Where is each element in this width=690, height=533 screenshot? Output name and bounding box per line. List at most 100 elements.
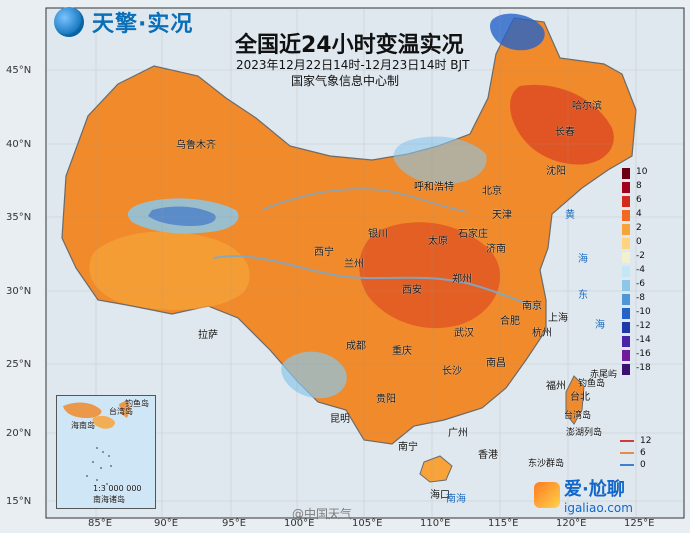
- inset-map: [57, 396, 155, 508]
- city-label: 兰州: [344, 259, 364, 270]
- lon-label: 110°E: [420, 518, 451, 529]
- legend-swatch: [622, 182, 630, 193]
- legend-tick-label: -10: [636, 307, 651, 317]
- legend-tick-label: 4: [636, 209, 642, 219]
- legend-swatch: [622, 364, 630, 375]
- lat-label: 15°N: [6, 496, 32, 507]
- legend-swatch: [622, 168, 630, 179]
- legend-tick-label: 8: [636, 181, 642, 191]
- legend-tick-label: -4: [636, 265, 645, 275]
- city-label: 哈尔滨: [572, 101, 602, 112]
- legend-swatch: [622, 336, 630, 347]
- lat-label: 20°N: [6, 428, 32, 439]
- lon-label: 100°E: [284, 518, 315, 529]
- line-sample: [620, 464, 634, 466]
- city-label: 长沙: [442, 366, 462, 377]
- line-item: 0: [620, 460, 646, 470]
- lon-label: 85°E: [88, 518, 113, 529]
- city-label: 西宁: [314, 247, 334, 258]
- lon-label: 95°E: [222, 518, 247, 529]
- legend-tick-label: -14: [636, 335, 651, 345]
- lat-label: 35°N: [6, 212, 32, 223]
- sea-label: 东: [578, 290, 588, 301]
- city-label: 北京: [482, 186, 502, 197]
- legend-tick-label: -18: [636, 363, 651, 373]
- island-label: 澎湖列岛: [566, 428, 603, 438]
- city-label: 石家庄: [458, 229, 488, 240]
- city-label: 香港: [478, 450, 498, 461]
- city-label: 南京: [522, 301, 542, 312]
- hainan-island: [419, 455, 453, 483]
- city-label: 台北: [570, 392, 590, 403]
- island-label: 台湾岛: [564, 411, 592, 421]
- legend-swatch: [622, 196, 630, 207]
- legend-tick-label: -2: [636, 251, 645, 261]
- line-sample: [620, 440, 634, 442]
- site-watermark: 爱·尬聊 igaliao.com: [534, 475, 633, 515]
- legend-tick-label: -16: [636, 349, 651, 359]
- legend-tick-label: -8: [636, 293, 645, 303]
- legend-tick-label: -12: [636, 321, 651, 331]
- island-label: 赤尾屿: [590, 370, 618, 380]
- city-label: 乌鲁木齐: [176, 140, 216, 151]
- city-label: 武汉: [454, 328, 474, 339]
- line-label: 12: [640, 436, 652, 446]
- lon-label: 105°E: [352, 518, 383, 529]
- legend-tick-label: 6: [636, 195, 642, 205]
- lat-label: 30°N: [6, 286, 32, 297]
- legend-swatch: [622, 280, 630, 291]
- city-label: 贵阳: [376, 394, 396, 405]
- city-label: 杭州: [532, 328, 552, 339]
- city-label: 重庆: [392, 346, 412, 357]
- globe-icon: [54, 7, 84, 37]
- legend-swatch: [622, 308, 630, 319]
- inset-label: 海南岛: [71, 421, 95, 430]
- sea-label: 海: [578, 254, 588, 265]
- inset-label: 1:3 000 000: [93, 484, 142, 493]
- line-sample: [620, 452, 634, 454]
- city-label: 西安: [402, 285, 422, 296]
- city-label: 沈阳: [546, 166, 566, 177]
- lat-label: 25°N: [6, 359, 32, 370]
- taiwan-island: [565, 375, 585, 425]
- lon-label: 115°E: [488, 518, 519, 529]
- line-item: 12: [620, 436, 651, 446]
- lat-label: 40°N: [6, 139, 32, 150]
- legend-tick-label: 2: [636, 223, 642, 233]
- city-label: 上海: [548, 313, 568, 324]
- south-china-sea-inset: 台湾岛 海南岛 钓鱼岛 1:3 000 000 南海诸岛: [56, 395, 156, 509]
- sea-label: 南海: [446, 494, 466, 505]
- legend-tick-label: 0: [636, 237, 642, 247]
- city-label: 济南: [486, 244, 506, 255]
- legend-swatch: [622, 266, 630, 277]
- line-label: 0: [640, 460, 646, 470]
- city-label: 郑州: [452, 274, 472, 285]
- legend-swatch: [622, 238, 630, 249]
- inset-label: 钓鱼岛: [125, 399, 149, 408]
- city-label: 福州: [546, 381, 566, 392]
- legend-tick-label: 10: [636, 167, 648, 177]
- island-label: 钓鱼岛: [578, 379, 606, 389]
- city-label: 呼和浩特: [414, 182, 454, 193]
- legend-swatch: [622, 350, 630, 361]
- china-landmass: [61, 17, 637, 445]
- legend-swatch: [622, 294, 630, 305]
- lat-label: 45°N: [6, 65, 32, 76]
- sea-label: 海: [595, 320, 605, 331]
- sea-label: 黄: [565, 210, 575, 221]
- legend-tick-label: -6: [636, 279, 645, 289]
- legend-swatch: [622, 322, 630, 333]
- site-watermark-url: igaliao.com: [564, 501, 633, 515]
- site-watermark-title: 爱·尬聊: [564, 479, 625, 500]
- legend-swatch: [622, 210, 630, 221]
- city-label: 海口: [430, 490, 450, 501]
- brand: 天擎·实况: [54, 6, 193, 38]
- brand-icon: [534, 482, 560, 508]
- line-label: 6: [640, 448, 646, 458]
- lon-label: 125°E: [624, 518, 655, 529]
- city-label: 太原: [428, 236, 448, 247]
- city-label: 合肥: [500, 316, 520, 327]
- map-subtitle: 2023年12月22日14时-12月23日14时 BJT: [236, 58, 470, 72]
